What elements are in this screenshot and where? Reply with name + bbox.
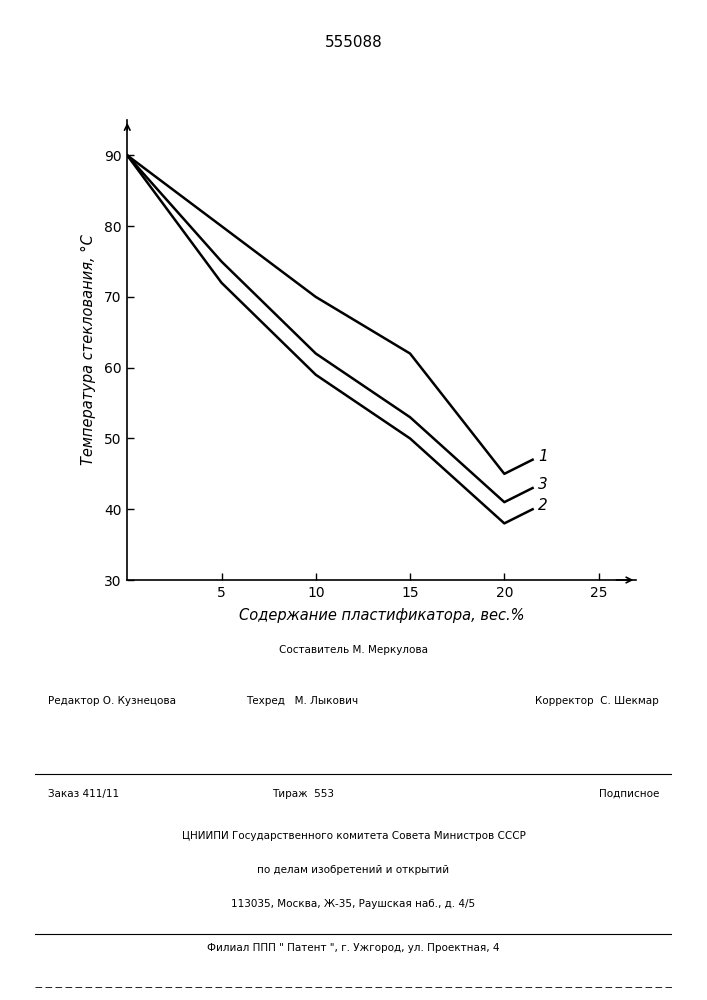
Text: 555088: 555088 xyxy=(325,35,382,50)
Text: 2: 2 xyxy=(538,498,548,513)
Text: 113035, Москва, Ж-35, Раушская наб., д. 4/5: 113035, Москва, Ж-35, Раушская наб., д. … xyxy=(231,899,476,909)
Y-axis label: Температура стеклования, °С: Температура стеклования, °С xyxy=(81,235,95,465)
Text: Редактор О. Кузнецова: Редактор О. Кузнецова xyxy=(48,696,176,706)
Text: Заказ 411/11: Заказ 411/11 xyxy=(48,789,119,799)
Text: Филиал ППП " Патент ", г. Ужгород, ул. Проектная, 4: Филиал ППП " Патент ", г. Ужгород, ул. П… xyxy=(207,943,500,953)
Text: Подписное: Подписное xyxy=(599,789,659,799)
Text: 3: 3 xyxy=(538,477,548,492)
Text: Техред   М. Лыкович: Техред М. Лыкович xyxy=(247,696,358,706)
Text: Корректор  С. Шекмар: Корректор С. Шекмар xyxy=(535,696,659,706)
Text: 1: 1 xyxy=(538,449,548,464)
Text: Тираж  553: Тираж 553 xyxy=(271,789,334,799)
Text: по делам изобретений и открытий: по делам изобретений и открытий xyxy=(257,865,450,875)
X-axis label: Содержание пластификатора, вес.%: Содержание пластификатора, вес.% xyxy=(239,608,525,623)
Text: ЦНИИПИ Государственного комитета Совета Министров СССР: ЦНИИПИ Государственного комитета Совета … xyxy=(182,831,525,841)
Text: Составитель М. Меркулова: Составитель М. Меркулова xyxy=(279,645,428,655)
